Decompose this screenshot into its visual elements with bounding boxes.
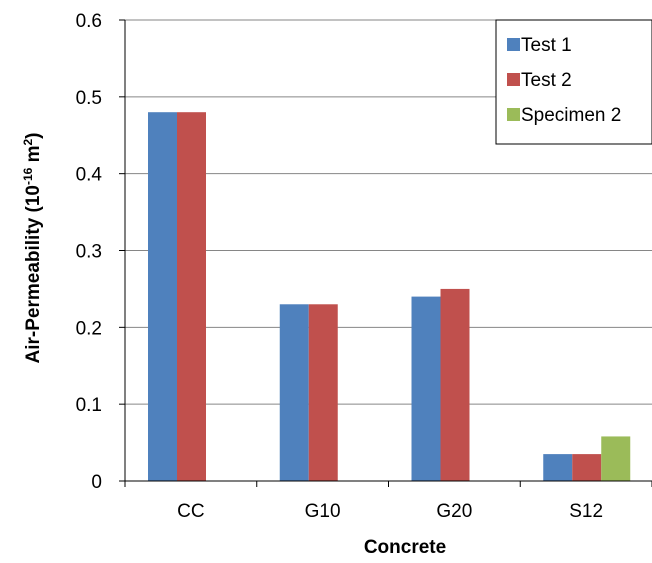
legend-box [495, 19, 652, 145]
bar-g20-test-2 [440, 288, 470, 481]
legend-label: Specimen 2 [521, 105, 621, 126]
bar-g20-test-1 [411, 296, 441, 481]
y-tick-label: 0.2 [76, 318, 102, 339]
bar-s12-specimen-2 [601, 436, 631, 481]
y-tick-label: 0.6 [76, 11, 102, 32]
bar-s12-test-2 [572, 454, 602, 481]
legend: Test 1 Test 2 Specimen 2 [495, 19, 652, 145]
y-tick-label: 0 [91, 472, 102, 493]
y-tick-labels: 0 0.1 0.2 0.3 0.4 0.5 0.6 [76, 11, 103, 493]
y-tick-label: 0.3 [76, 242, 102, 263]
bar-cc-test-1 [148, 112, 177, 481]
x-tick-label: CC [177, 501, 204, 522]
x-tick-label: G10 [305, 501, 341, 522]
x-tick-labels: CC G10 G20 S12 [177, 501, 603, 522]
bar-g10-test-1 [279, 304, 309, 481]
bar-g10-test-2 [308, 304, 338, 481]
legend-label: Test 2 [521, 70, 572, 91]
bar-cc-test-2 [177, 112, 206, 481]
y-tick-label: 0.1 [76, 395, 102, 416]
legend-swatch [507, 73, 520, 86]
legend-swatch [507, 38, 520, 51]
axes [124, 20, 652, 487]
bar-s12-test-1 [543, 454, 573, 481]
x-tick-label: S12 [569, 501, 603, 522]
legend-swatch [507, 108, 520, 121]
bars [148, 112, 631, 481]
y-tick-label: 0.4 [76, 165, 103, 186]
y-axis-title: Air-Permeability (10-16 m2) [21, 132, 44, 363]
y-tick-label: 0.5 [76, 88, 102, 109]
legend-label: Test 1 [521, 35, 572, 56]
x-axis-title: Concrete [364, 537, 446, 558]
x-tick-label: G20 [436, 501, 472, 522]
